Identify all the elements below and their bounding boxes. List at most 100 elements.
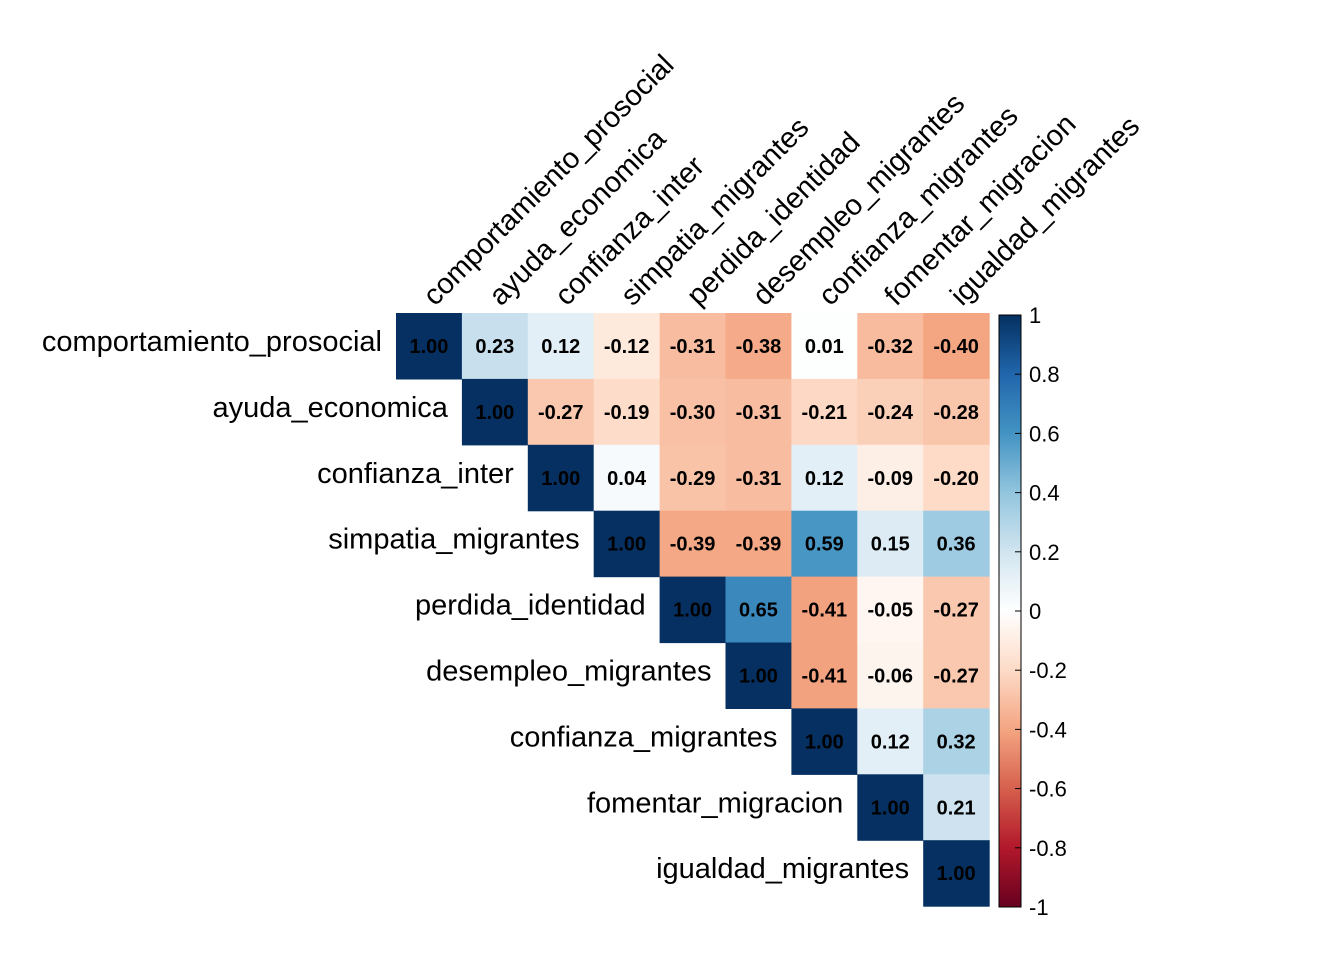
heatmap-cell-confianza_inter-confianza_inter (527, 444, 595, 512)
color-scale-tick-label: -0.2 (1029, 658, 1067, 683)
cell-value-label: -0.09 (867, 468, 913, 490)
row-label: ayuda_economica (213, 392, 449, 424)
color-scale-tick-label: -1 (1029, 895, 1049, 920)
cell-value-label: 0.12 (541, 336, 580, 358)
cell-value-label: -0.19 (604, 402, 650, 424)
cell-value-label: -0.30 (670, 402, 716, 424)
cell-value-label: 0.12 (871, 731, 910, 753)
heatmap-cell-comportamiento_prosocial-confianza_migrantes (791, 313, 858, 380)
row-label: desempleo_migrantes (426, 655, 711, 687)
heatmap-cell-simpatia_migrantes-igualdad_migrantes (923, 510, 990, 578)
row-label: confianza_inter (317, 458, 514, 490)
cell-value-label: -0.31 (670, 336, 716, 358)
cell-value-label: 0.04 (607, 468, 647, 490)
row-label: simpatia_migrantes (328, 524, 579, 556)
cell-value-label: -0.28 (933, 402, 979, 424)
cell-value-label: -0.20 (933, 468, 979, 490)
cell-value-label: 1.00 (475, 402, 514, 424)
cell-value-label: 0.01 (805, 336, 844, 358)
heatmap-cell-comportamiento_prosocial-confianza_inter (527, 313, 595, 380)
heatmap-cell-comportamiento_prosocial-perdida_identidad (659, 313, 727, 380)
cell-value-label: 1.00 (805, 731, 844, 753)
cell-value-label: 0.23 (475, 336, 514, 358)
cell-value-label: 1.00 (607, 534, 646, 556)
heatmap-cell-desempleo_migrantes-confianza_migrantes (791, 642, 858, 709)
heatmap-cell-perdida_identidad-igualdad_migrantes (923, 576, 990, 644)
cell-value-label: -0.41 (802, 600, 848, 622)
color-scale-tick-label: 0.2 (1029, 540, 1060, 565)
heatmap-cell-confianza_inter-perdida_identidad (659, 444, 727, 512)
heatmap-cell-confianza_inter-igualdad_migrantes (923, 444, 990, 512)
heatmap-cell-comportamiento_prosocial-simpatia_migrantes (593, 313, 661, 380)
cell-value-label: -0.12 (604, 336, 650, 358)
cell-value-label: -0.24 (867, 402, 913, 424)
cell-value-label: 1.00 (937, 863, 976, 885)
cell-value-label: -0.31 (736, 468, 782, 490)
heatmap-cell-comportamiento_prosocial-fomentar_migracion (857, 313, 924, 380)
row-labels: comportamiento_prosocial ayuda_economicac… (42, 326, 909, 885)
cell-value-label: -0.21 (802, 402, 848, 424)
heatmap-cell-confianza_inter-simpatia_migrantes (593, 444, 661, 512)
cell-value-label: -0.29 (670, 468, 716, 490)
heatmap-cell-perdida_identidad-confianza_migrantes (791, 576, 858, 644)
color-scale-tick-label: -0.4 (1029, 717, 1067, 742)
cell-value-label: -0.27 (538, 402, 584, 424)
column-labels: comportamiento_prosocialayuda_economicac… (417, 49, 1146, 312)
heatmap-cell-comportamiento_prosocial-igualdad_migrantes (923, 313, 990, 380)
row-label: confianza_migrantes (510, 721, 778, 753)
cell-value-label: 0.59 (805, 534, 844, 556)
cell-value-label: 0.32 (937, 731, 976, 753)
cell-value-label: 0.65 (739, 600, 778, 622)
color-scale-tick-label: -0.8 (1029, 836, 1067, 861)
row-label: fomentar_migracion (587, 787, 843, 819)
heatmap-cell-ayuda_economica-ayuda_economica (461, 378, 529, 446)
heatmap-cell-confianza_inter-fomentar_migracion (857, 444, 924, 512)
heatmap-cell-comportamiento_prosocial-ayuda_economica (461, 313, 529, 380)
cell-value-label: 1.00 (541, 468, 580, 490)
cell-value-label: -0.06 (867, 665, 913, 687)
color-scale-tick-label: 1 (1029, 303, 1041, 328)
cell-value-label: -0.27 (933, 600, 979, 622)
heatmap-cell-confianza_migrantes-igualdad_migrantes (923, 708, 990, 775)
color-scale-legend: 1 0.8 0.6 0.4 0.2 0 -0.2 -0.4 -0.6 -0.8 -1 (998, 303, 1067, 920)
cell-value-label: -0.31 (736, 402, 782, 424)
cell-value-label: 1.00 (871, 797, 910, 819)
heatmap-cell-perdida_identidad-fomentar_migracion (857, 576, 924, 644)
heatmap-cell-desempleo_migrantes-fomentar_migracion (857, 642, 924, 709)
cell-value-label: -0.41 (802, 665, 848, 687)
heatmap-cell-confianza_inter-desempleo_migrantes (725, 444, 792, 512)
heatmap-cell-comportamiento_prosocial-comportamiento_prosocial (396, 313, 463, 380)
cell-value-label: 0.21 (937, 797, 976, 819)
cell-value-label: 1.00 (739, 665, 778, 687)
cell-value-label: 0.12 (805, 468, 844, 490)
cell-value-label: 1.00 (673, 600, 712, 622)
heatmap-cell-simpatia_migrantes-confianza_migrantes (791, 510, 858, 578)
heatmap-cell-desempleo_migrantes-igualdad_migrantes (923, 642, 990, 709)
heatmap-cell-ayuda_economica-perdida_identidad (659, 378, 727, 446)
color-scale-tick-label: 0.6 (1029, 421, 1060, 446)
heatmap-cell-perdida_identidad-desempleo_migrantes (725, 576, 792, 644)
color-scale-tick-label: 0.4 (1029, 481, 1060, 506)
color-scale-tick-label: 0.8 (1029, 362, 1060, 387)
cell-value-label: 1.00 (409, 336, 448, 358)
cell-value-label: -0.32 (867, 336, 913, 358)
row-label: comportamiento_prosocial (42, 326, 382, 358)
cell-value-label: -0.39 (670, 534, 716, 556)
row-label: perdida_identidad (415, 590, 646, 622)
color-scale-tick-label: 0 (1029, 599, 1041, 624)
cell-value-label: 0.36 (937, 534, 976, 556)
heatmap-cell-ayuda_economica-confianza_inter (527, 378, 595, 446)
heatmap-cell-ayuda_economica-desempleo_migrantes (725, 378, 792, 446)
cell-value-label: -0.05 (867, 600, 913, 622)
cell-value-label: 0.15 (871, 534, 910, 556)
row-label: igualdad_migrantes (656, 853, 909, 885)
heatmap-cell-confianza_migrantes-fomentar_migracion (857, 708, 924, 775)
cell-value-label: -0.40 (933, 336, 979, 358)
heatmap-cell-simpatia_migrantes-fomentar_migracion (857, 510, 924, 578)
heatmap-cell-simpatia_migrantes-perdida_identidad (659, 510, 727, 578)
cell-value-label: -0.27 (933, 665, 979, 687)
heatmap-cell-simpatia_migrantes-simpatia_migrantes (593, 510, 661, 578)
cell-value-label: -0.39 (736, 534, 782, 556)
heatmap-cell-comportamiento_prosocial-desempleo_migrantes (725, 313, 792, 380)
